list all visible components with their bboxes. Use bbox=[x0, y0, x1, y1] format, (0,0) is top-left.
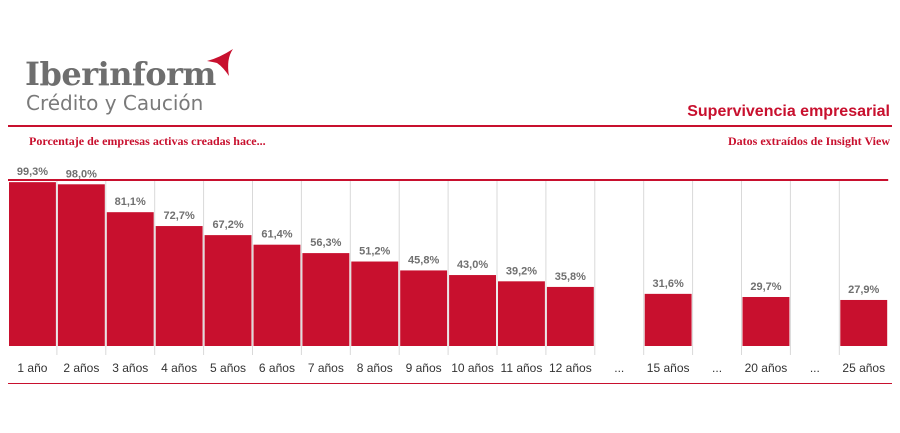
bar bbox=[9, 182, 56, 346]
bar bbox=[840, 299, 888, 346]
data-label: 45,8% bbox=[408, 254, 439, 266]
data-label: 27,9% bbox=[848, 284, 879, 296]
category-label: 10 años bbox=[451, 361, 494, 375]
bar bbox=[253, 244, 301, 346]
category-label: 4 años bbox=[161, 361, 197, 375]
data-label: 35,8% bbox=[555, 271, 586, 283]
category-label: 3 años bbox=[112, 361, 148, 375]
data-label: 81,1% bbox=[115, 196, 146, 208]
data-label: 98,0% bbox=[66, 168, 97, 180]
data-label: 29,7% bbox=[750, 281, 781, 293]
chart-title: Supervivencia empresarial bbox=[687, 103, 890, 120]
category-label: ... bbox=[614, 361, 624, 375]
bar bbox=[204, 235, 252, 346]
data-label: 72,7% bbox=[164, 210, 195, 222]
bar bbox=[106, 212, 154, 346]
category-label: 15 años bbox=[647, 361, 690, 375]
category-label: 25 años bbox=[842, 361, 885, 375]
bar bbox=[546, 286, 594, 346]
data-label: 99,3% bbox=[17, 166, 48, 178]
data-label: 51,2% bbox=[359, 246, 390, 258]
data-label: 31,6% bbox=[653, 278, 684, 290]
category-label: 2 años bbox=[63, 361, 99, 375]
category-label: 11 años bbox=[501, 361, 543, 375]
chart-subtitle: Porcentaje de empresas activas creadas h… bbox=[29, 134, 266, 148]
bar bbox=[498, 281, 545, 346]
header-rule-top bbox=[8, 125, 892, 127]
category-label: 5 años bbox=[210, 361, 246, 375]
red-swoosh-icon bbox=[207, 49, 233, 76]
bar bbox=[400, 270, 448, 346]
logo-brand-name: Iberinform bbox=[25, 55, 216, 93]
bar-chart: 99,3% 1 año 98,0% 2 años 81,1% 3 años 72,7% 4 a… bbox=[8, 166, 889, 375]
bar bbox=[742, 296, 790, 346]
category-label: 12 años bbox=[549, 361, 592, 375]
category-label: 20 años bbox=[745, 361, 788, 375]
category-label: ... bbox=[810, 361, 820, 375]
bar bbox=[644, 293, 692, 346]
data-source-note: Datos extraídos de Insight View bbox=[727, 134, 890, 148]
chart-top-border bbox=[8, 179, 889, 181]
data-label: 67,2% bbox=[212, 219, 243, 231]
data-label: 43,0% bbox=[457, 259, 488, 271]
bar bbox=[155, 226, 203, 346]
category-label: ... bbox=[712, 361, 722, 375]
data-label: 61,4% bbox=[261, 229, 292, 241]
logo-tagline: Crédito y Caución bbox=[26, 91, 204, 115]
bar bbox=[449, 275, 496, 346]
category-label: 8 años bbox=[357, 361, 393, 375]
category-label: 9 años bbox=[406, 361, 442, 375]
bar bbox=[351, 261, 399, 346]
data-label: 56,3% bbox=[310, 237, 341, 249]
category-label: 6 años bbox=[259, 361, 295, 375]
data-label: 39,2% bbox=[506, 265, 537, 277]
category-label: 7 años bbox=[308, 361, 344, 375]
footer-rule bbox=[8, 383, 892, 384]
bar bbox=[57, 184, 105, 346]
bar bbox=[302, 253, 350, 346]
category-label: 1 año bbox=[17, 361, 47, 375]
